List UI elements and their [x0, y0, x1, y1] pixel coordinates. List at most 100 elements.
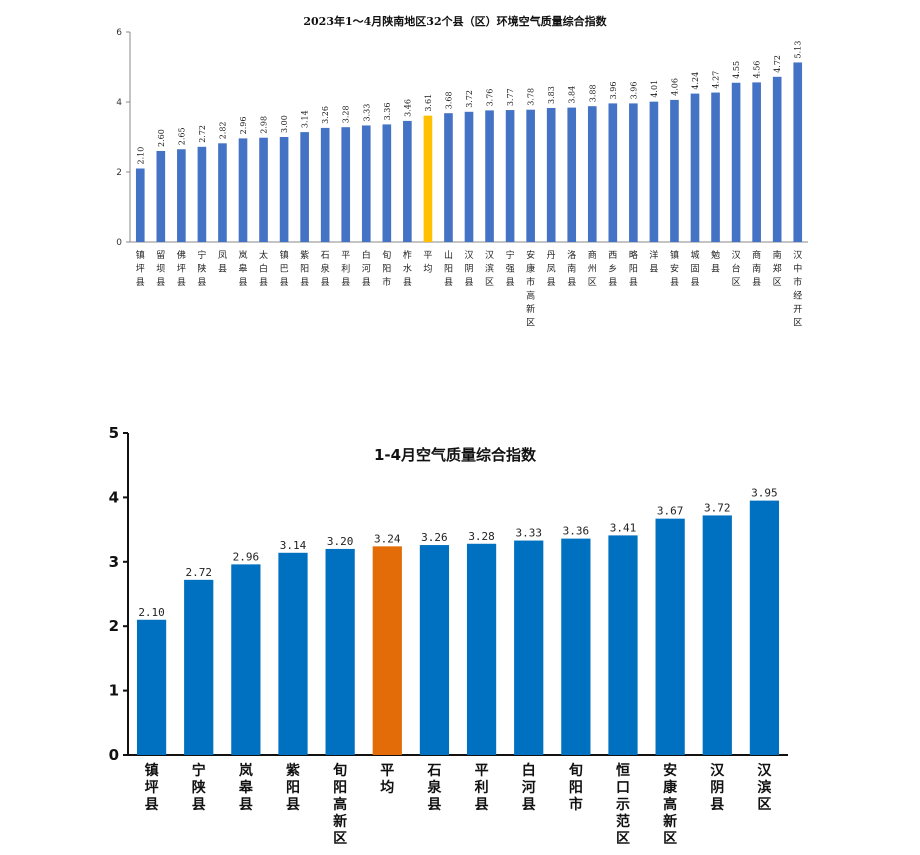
data-label: 3.36 — [563, 525, 590, 538]
bar — [608, 535, 638, 755]
bar — [423, 115, 433, 242]
data-label: 3.84 — [568, 86, 577, 104]
bar — [464, 111, 474, 242]
data-label: 3.83 — [547, 86, 556, 104]
data-label: 4.55 — [732, 61, 741, 79]
bar — [608, 103, 618, 243]
bar — [279, 137, 289, 242]
data-label: 4.24 — [691, 72, 700, 90]
data-label: 3.26 — [421, 531, 448, 544]
bar — [238, 138, 248, 242]
data-label: 3.96 — [609, 82, 618, 100]
category-label: 安康高新区 — [663, 762, 678, 847]
category-label: 旬阳市 — [382, 249, 391, 288]
data-label: 2.65 — [177, 127, 186, 145]
data-label: 4.27 — [712, 71, 721, 89]
category-label: 城固县 — [690, 250, 699, 288]
category-label: 平均 — [380, 763, 394, 796]
data-label: 3.72 — [465, 90, 474, 108]
data-label: 4.01 — [650, 80, 659, 98]
bar — [485, 110, 494, 243]
bar — [197, 146, 207, 242]
bar — [177, 149, 186, 242]
bar — [444, 113, 453, 242]
bar — [466, 543, 497, 755]
bar — [561, 538, 591, 755]
data-label: 2.60 — [157, 129, 166, 147]
category-label: 石泉县 — [321, 251, 330, 288]
data-label: 3.61 — [424, 94, 433, 112]
bar — [749, 500, 780, 755]
category-label: 汉台区 — [732, 250, 741, 288]
category-label: 恒口示范区 — [616, 762, 630, 847]
bar — [752, 82, 761, 243]
chart2-title: 1-4月空气质量综合指数 — [374, 446, 537, 464]
data-label: 3.67 — [657, 505, 684, 518]
y-tick-label: 0 — [116, 238, 122, 248]
category-label: 平均 — [423, 250, 432, 275]
category-label: 镇坪县 — [145, 762, 159, 813]
bar — [231, 564, 261, 755]
category-label: 紫阳县 — [286, 762, 300, 813]
data-label: 3.96 — [629, 82, 638, 100]
category-label: 洛南县 — [567, 249, 576, 288]
data-label: 3.20 — [327, 535, 354, 548]
bar — [690, 93, 700, 242]
data-label: 2.98 — [260, 116, 269, 134]
data-label: 4.56 — [753, 61, 762, 79]
category-label: 宁陕县 — [197, 249, 206, 288]
category-label: 汉阴县 — [464, 250, 473, 288]
category-label: 旬阳市 — [568, 762, 583, 813]
category-label: 南郑区 — [773, 249, 782, 288]
y-tick-label: 5 — [109, 424, 119, 442]
category-label: 平利县 — [341, 250, 350, 288]
bar — [567, 107, 577, 242]
category-label: 岚皋县 — [239, 762, 254, 813]
bar — [711, 92, 720, 242]
data-label: 3.77 — [506, 88, 515, 106]
data-label: 2.10 — [136, 147, 145, 165]
category-label: 宁强县 — [506, 249, 515, 288]
bar — [505, 110, 515, 242]
data-label: 3.72 — [704, 501, 731, 514]
category-label: 汉阴县 — [710, 763, 725, 813]
bar — [325, 548, 355, 755]
data-label: 3.14 — [280, 539, 307, 552]
y-tick-label: 4 — [116, 98, 122, 108]
bar — [526, 109, 535, 242]
data-label: 2.96 — [239, 117, 248, 135]
y-tick-label: 1 — [109, 682, 119, 700]
category-label: 白河县 — [522, 762, 536, 813]
category-label: 洋县 — [649, 249, 658, 275]
bar — [655, 518, 685, 755]
data-label: 2.72 — [185, 566, 212, 579]
data-label: 2.72 — [198, 125, 207, 143]
data-label: 3.26 — [321, 106, 330, 124]
category-label: 旬阳高新区 — [332, 762, 347, 847]
data-label: 2.10 — [138, 606, 165, 619]
category-label: 丹凤县 — [547, 250, 556, 288]
y-tick-label: 3 — [109, 553, 119, 571]
chart1: 0 2 4 6 2.10 镇坪县 2.60 留坝县 2.65 佛坪县 2.72 宁陕县 2.82 凤县 2.… — [116, 28, 808, 329]
data-label: 3.00 — [280, 115, 289, 133]
category-label: 西乡县 — [608, 250, 617, 288]
data-label: 3.28 — [342, 105, 351, 123]
data-label: 3.41 — [610, 521, 637, 534]
category-label: 汉滨区 — [757, 763, 772, 813]
bar — [320, 127, 330, 242]
category-label: 平利县 — [475, 763, 489, 813]
category-label: 商南县 — [752, 249, 761, 288]
data-label: 3.33 — [362, 104, 371, 122]
category-label: 岚皋县 — [238, 250, 247, 288]
data-label: 3.46 — [403, 99, 412, 117]
bar — [403, 120, 412, 242]
category-label: 白河县 — [362, 249, 371, 288]
bar — [361, 125, 371, 242]
bar — [649, 101, 659, 243]
data-label: 3.78 — [527, 88, 536, 106]
bar — [793, 62, 803, 243]
bar — [587, 106, 597, 242]
category-label: 商州区 — [588, 249, 597, 288]
bar — [156, 151, 166, 242]
